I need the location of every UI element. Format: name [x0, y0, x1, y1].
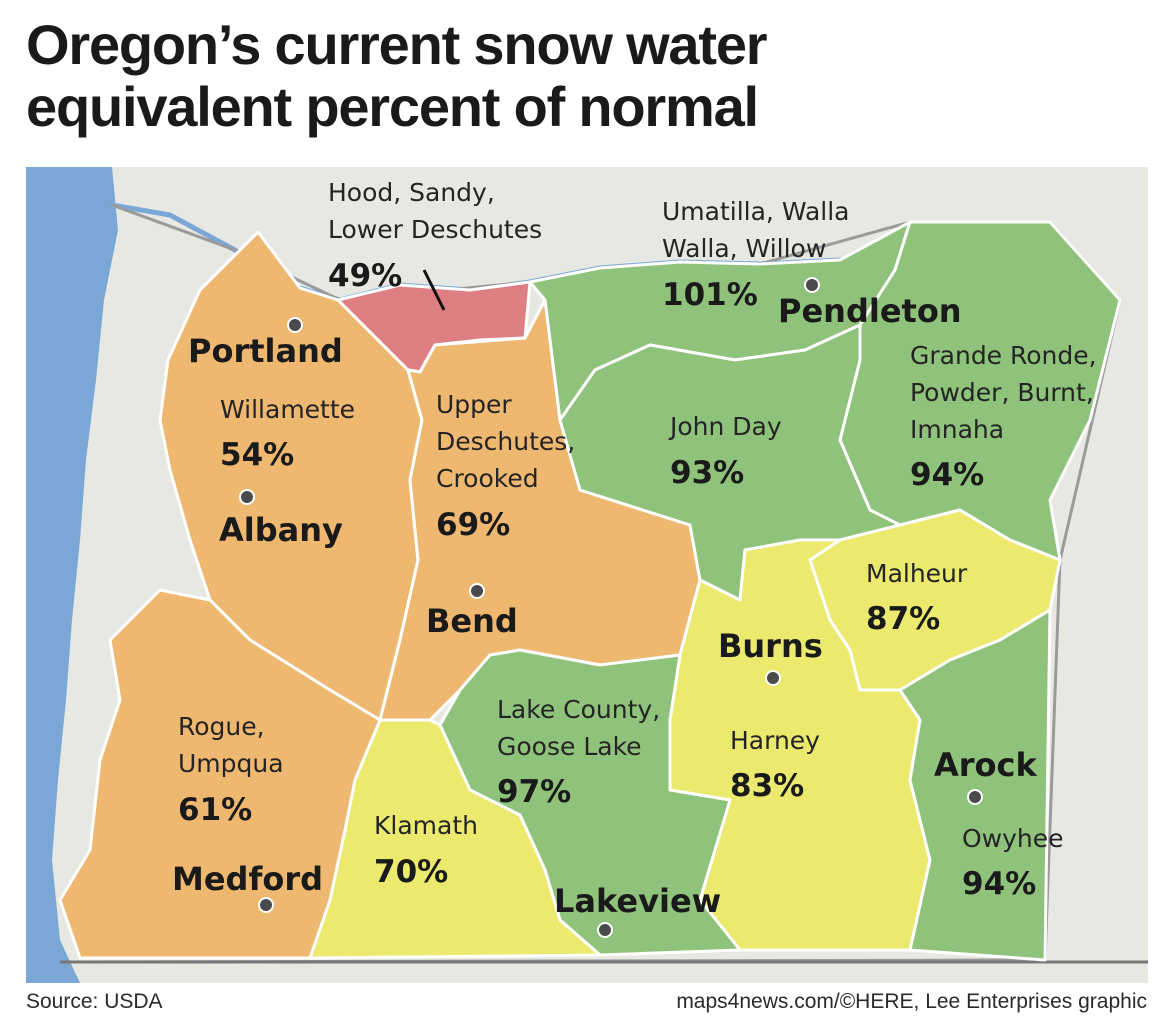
john-day-label: John Day [668, 412, 782, 441]
klamath-label: Klamath [374, 811, 478, 840]
upper-deschutes-percent: 69% [436, 507, 510, 543]
umatilla-label-line-2: Walla, Willow [662, 234, 826, 263]
city-label-burns: Burns [718, 627, 823, 665]
willamette-percent: 54% [220, 437, 294, 473]
pacific-ocean [26, 167, 118, 983]
regions [58, 220, 1122, 962]
owyhee-label: Owyhee [962, 824, 1064, 853]
city-label-bend: Bend [426, 602, 518, 640]
willamette-label: Willamette [220, 395, 355, 424]
portland-marker [287, 317, 303, 333]
city-label-pendleton: Pendleton [778, 292, 962, 330]
harney-percent: 83% [730, 768, 804, 804]
upper-deschutes-label-line-3: Crooked [436, 464, 539, 493]
upper-deschutes-label-line-1: Upper [436, 390, 512, 419]
rogue-umpqua-label-line-2: Umpqua [178, 749, 284, 778]
city-labels: Portland Pendleton Albany Bend Burns Aro… [172, 292, 1038, 920]
umatilla-percent: 101% [662, 277, 758, 313]
hood-label-line-1: Hood, Sandy, [328, 178, 495, 207]
region-owyhee [898, 608, 1052, 962]
city-label-arock: Arock [934, 746, 1038, 784]
map-title: Oregon’s current snow water equivalent p… [26, 14, 1146, 138]
rogue-umpqua-label-line-1: Rogue, [178, 712, 265, 741]
lake-county-percent: 97% [497, 774, 571, 810]
bend-marker [469, 583, 485, 599]
pendleton-marker [804, 277, 820, 293]
arock-marker [967, 789, 983, 805]
grande-ronde-label-line-1: Grande Ronde, [910, 341, 1097, 370]
john-day-percent: 93% [670, 455, 744, 491]
klamath-percent: 70% [374, 854, 448, 890]
lake-county-label-line-2: Goose Lake [497, 732, 642, 761]
owyhee-percent: 94% [962, 866, 1036, 902]
lakeview-marker [597, 922, 613, 938]
city-label-portland: Portland [188, 332, 343, 370]
title-line-1: Oregon’s current snow water [26, 13, 768, 76]
city-label-medford: Medford [172, 860, 323, 898]
credit-note: maps4news.com/©HERE, Lee Enterprises gra… [676, 990, 1147, 1013]
title-line-2: equivalent percent of normal [26, 75, 759, 138]
lake-county-label-line-1: Lake County, [497, 695, 660, 724]
city-markers [239, 277, 983, 938]
grande-ronde-label-line-3: Imnaha [910, 415, 1004, 444]
upper-deschutes-label-line-2: Deschutes, [436, 427, 575, 456]
harney-label: Harney [730, 726, 820, 755]
albany-marker [239, 489, 255, 505]
oregon-map: Hood, Sandy, Lower Deschutes 49% Umatill… [26, 167, 1148, 983]
grande-ronde-percent: 94% [910, 457, 984, 493]
malheur-percent: 87% [866, 601, 940, 637]
hood-label-line-2: Lower Deschutes [328, 215, 542, 244]
burns-marker [765, 670, 781, 686]
hood-leader-line [422, 269, 446, 311]
umatilla-label-line-1: Umatilla, Walla [662, 197, 849, 226]
rogue-umpqua-percent: 61% [178, 792, 252, 828]
source-note: Source: USDA [26, 990, 163, 1013]
region-rogue-umpqua [58, 588, 382, 960]
city-label-lakeview: Lakeview [554, 882, 721, 920]
grande-ronde-label-line-2: Powder, Burnt, [910, 378, 1094, 407]
malheur-label: Malheur [866, 559, 968, 588]
region-john-day [558, 323, 902, 602]
medford-marker [258, 897, 274, 913]
region-labels: Hood, Sandy, Lower Deschutes 49% Umatill… [178, 178, 1097, 902]
hood-percent: 49% [328, 258, 402, 294]
city-label-albany: Albany [219, 511, 343, 549]
